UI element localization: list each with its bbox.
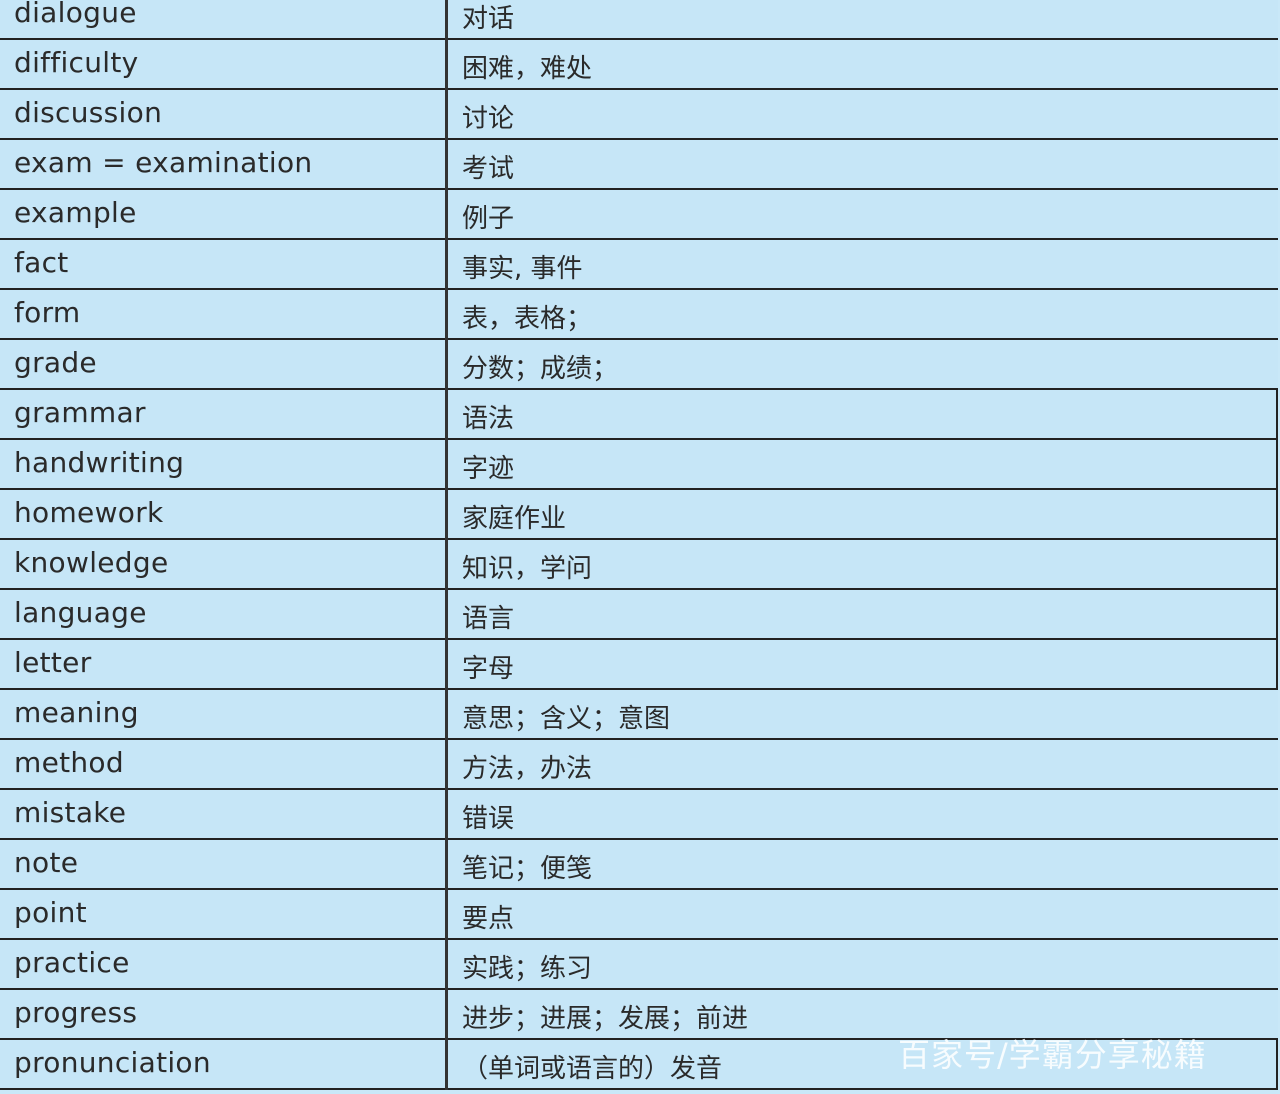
meaning-cell: 家庭作业 (462, 504, 567, 534)
table-row: point 要点 (0, 890, 1278, 940)
column-divider (445, 540, 448, 590)
column-divider (445, 240, 448, 290)
column-divider (445, 890, 448, 940)
word-cell: form (14, 296, 81, 329)
meaning-cell: 例子 (462, 204, 515, 234)
column-divider (445, 940, 448, 990)
table-row: discussion 讨论 (0, 90, 1278, 140)
right-border (1276, 590, 1278, 638)
meaning-cell: 字迹 (462, 454, 515, 484)
table-row: knowledge 知识，学问 (0, 540, 1278, 590)
table-row: language 语言 (0, 590, 1278, 640)
word-cell: dialogue (14, 0, 137, 29)
word-cell: practice (14, 946, 130, 979)
meaning-cell: 语言 (462, 604, 515, 634)
table-row: progress 进步；进展；发展；前进 (0, 990, 1278, 1040)
right-border (1276, 540, 1278, 588)
column-divider (445, 790, 448, 840)
column-divider (445, 1040, 448, 1090)
table-row: practice 实践；练习 (0, 940, 1278, 990)
meaning-cell: 考试 (462, 154, 515, 184)
meaning-cell: 语法 (462, 404, 515, 434)
right-border (1276, 440, 1278, 488)
word-cell: method (14, 746, 124, 779)
word-cell: pronunciation (14, 1046, 211, 1079)
table-row: handwriting 字迹 (0, 440, 1278, 490)
word-cell: example (14, 196, 137, 229)
column-divider (445, 0, 448, 40)
table-row: grade 分数；成绩； (0, 340, 1278, 390)
word-cell: grade (14, 346, 97, 379)
meaning-cell: 意思；含义；意图 (462, 704, 671, 734)
word-cell: difficulty (14, 46, 139, 79)
meaning-cell: 分数；成绩； (462, 354, 619, 384)
word-cell: progress (14, 996, 138, 1029)
word-cell: language (14, 596, 147, 629)
meaning-cell: 事实, 事件 (462, 254, 583, 284)
column-divider (445, 190, 448, 240)
table-row: exam = examination 考试 (0, 140, 1278, 190)
column-divider (445, 840, 448, 890)
word-cell: mistake (14, 796, 127, 829)
column-divider (445, 440, 448, 490)
meaning-cell: 讨论 (462, 104, 515, 134)
meaning-cell: 表，表格； (462, 304, 593, 334)
column-divider (445, 490, 448, 540)
word-cell: handwriting (14, 446, 185, 479)
table-row: mistake 错误 (0, 790, 1278, 840)
column-divider (445, 690, 448, 740)
table-row: difficulty 困难，难处 (0, 40, 1278, 90)
table-row: method 方法，办法 (0, 740, 1278, 790)
word-cell: exam = examination (14, 146, 313, 179)
word-cell: homework (14, 496, 164, 529)
column-divider (445, 640, 448, 690)
column-divider (445, 290, 448, 340)
meaning-cell: 困难，难处 (462, 54, 593, 84)
watermark: 百家号/学霸分享秘籍 (898, 1036, 1207, 1074)
word-cell: letter (14, 646, 92, 679)
meaning-cell: 字母 (462, 654, 515, 684)
table-row: meaning 意思；含义；意图 (0, 690, 1278, 740)
column-divider (445, 340, 448, 390)
meaning-cell: 进步；进展；发展；前进 (462, 1004, 749, 1034)
word-cell: grammar (14, 396, 146, 429)
meaning-cell: 笔记；便笺 (462, 854, 593, 884)
column-divider (445, 740, 448, 790)
word-cell: fact (14, 246, 69, 279)
word-cell: discussion (14, 96, 163, 129)
table-row: note 笔记；便笺 (0, 840, 1278, 890)
column-divider (445, 990, 448, 1040)
right-border (1276, 390, 1278, 438)
word-cell: note (14, 846, 79, 879)
table-row: form 表，表格； (0, 290, 1278, 340)
meaning-cell: 知识，学问 (462, 554, 593, 584)
column-divider (445, 590, 448, 640)
word-cell: point (14, 896, 87, 929)
right-border (1276, 1040, 1278, 1088)
table-row: pronunciation （单词或语言的）发音 (0, 1040, 1278, 1090)
meaning-cell: 方法，办法 (462, 754, 593, 784)
table-row: letter 字母 (0, 640, 1278, 690)
word-cell: meaning (14, 696, 139, 729)
word-cell: knowledge (14, 546, 169, 579)
column-divider (445, 140, 448, 190)
column-divider (445, 90, 448, 140)
meaning-cell: 实践；练习 (462, 954, 593, 984)
right-border (1276, 640, 1278, 688)
table-row: fact 事实, 事件 (0, 240, 1278, 290)
meaning-cell: 错误 (462, 804, 515, 834)
table-row: dialogue 对话 (0, 0, 1278, 40)
meaning-cell: 对话 (462, 4, 515, 34)
table-row: grammar 语法 (0, 390, 1278, 440)
column-divider (445, 40, 448, 90)
table-row: homework 家庭作业 (0, 490, 1278, 540)
right-border (1276, 490, 1278, 538)
table-row: example 例子 (0, 190, 1278, 240)
meaning-cell: （单词或语言的）发音 (462, 1054, 723, 1084)
column-divider (445, 390, 448, 440)
meaning-cell: 要点 (462, 904, 515, 934)
